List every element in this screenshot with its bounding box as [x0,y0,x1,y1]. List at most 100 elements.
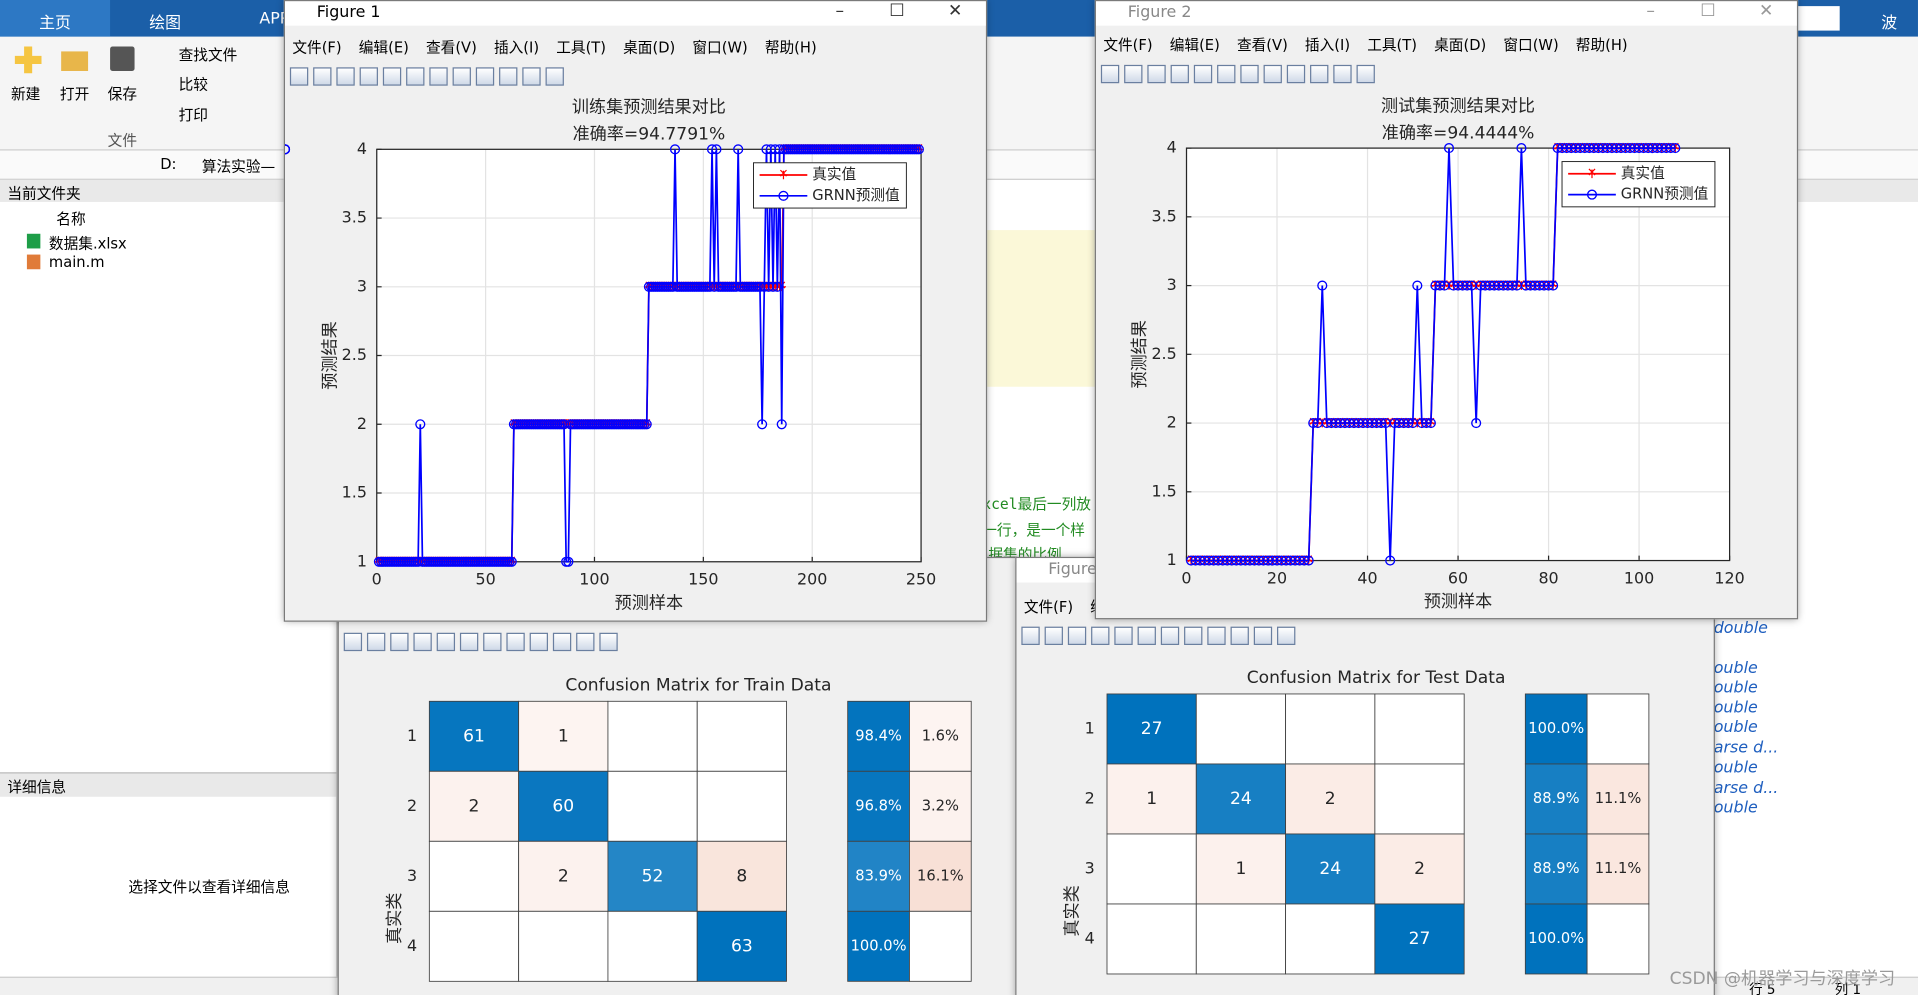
tool-button[interactable] [1067,626,1087,645]
tool-button[interactable] [552,632,572,651]
tool-button[interactable] [1160,626,1180,645]
tool-button[interactable] [289,66,309,86]
icon-open[interactable] [61,51,89,71]
tool-button[interactable] [1100,64,1120,83]
tool-button[interactable] [336,66,355,86]
tool-button[interactable] [499,66,518,86]
tool-button[interactable] [406,66,425,86]
menu-item[interactable]: 帮助(H) [1575,36,1628,54]
tool-button[interactable] [1277,626,1296,645]
tool-button[interactable] [1091,626,1110,645]
tool-button[interactable] [1114,626,1133,645]
tool-button[interactable] [313,66,332,86]
menu-item[interactable]: 工具(T) [1367,36,1417,54]
menu-item[interactable]: 文件(F) [1103,36,1153,54]
tool-button[interactable] [1286,64,1306,83]
minimize[interactable]: – [1646,1,1655,21]
user[interactable]: 波 [1881,14,1898,34]
menu-item[interactable]: 文件(F) [1023,598,1074,616]
tool-button[interactable] [1356,64,1375,83]
menu-item[interactable]: 桌面(D) [623,39,676,57]
tool-button[interactable] [1333,64,1352,83]
details-text: 选择文件以查看详细信息 [128,878,290,896]
menu-item[interactable]: 查看(V) [425,39,477,57]
menu-item[interactable]: 窗口(W) [1503,36,1559,54]
close[interactable]: ✕ [947,1,963,21]
tool-button[interactable] [382,66,402,86]
tool-button[interactable] [529,632,548,651]
tool-button[interactable] [545,66,564,86]
file[interactable]: main.m [48,253,105,271]
file[interactable]: 数据集.xlsx [48,234,127,253]
tab[interactable]: APP [259,9,290,29]
path-part[interactable]: 算法实验— [201,157,276,176]
tool-button[interactable] [522,66,541,86]
menu-item[interactable]: 查看(V) [1236,36,1288,54]
tool-button[interactable] [1170,64,1189,83]
menu-item[interactable]: 窗口(W) [692,39,748,57]
search-box[interactable] [1798,6,1840,31]
tool-button[interactable] [506,632,525,651]
menu-item[interactable]: 插入(I) [1304,36,1351,54]
legend-label[interactable]: 真实值 [1621,164,1665,182]
tool-button[interactable] [390,632,409,651]
cell [696,840,787,912]
tool-button[interactable] [576,632,595,651]
menu-item[interactable]: 编辑(E) [1169,36,1220,54]
tool-button[interactable] [1263,64,1282,83]
menu-item[interactable]: 文件(F) [292,39,342,57]
tool-button[interactable] [459,632,479,651]
point [506,556,517,567]
minimize[interactable]: – [835,1,845,21]
tool-button[interactable] [475,66,495,86]
maximize[interactable]: ☐ [1700,1,1716,21]
icon-save[interactable] [110,46,135,71]
tool-button[interactable] [1044,626,1063,645]
tool-button[interactable] [1021,626,1040,645]
tool-button[interactable] [1184,626,1203,645]
tool-button[interactable] [1207,626,1226,645]
menu-item[interactable]: 帮助(H) [764,39,817,57]
menu-item[interactable]: 编辑(E) [358,39,409,57]
tool-button[interactable] [1137,626,1156,645]
menu-item[interactable]: 工具(T) [556,39,606,57]
tool-button[interactable] [1253,626,1273,645]
tool-button[interactable] [359,66,378,86]
tool-button[interactable] [1147,64,1166,83]
menu-item[interactable]: 桌面(D) [1434,36,1487,54]
tool-button[interactable] [1230,626,1249,645]
tool-button[interactable] [599,632,618,651]
tool-button[interactable] [1124,64,1143,83]
tool-button[interactable] [1240,64,1259,83]
tool-label[interactable]: 新建 [11,85,41,103]
tool-button[interactable] [429,66,448,86]
y-tick-label: 1 [357,551,367,570]
tool-button[interactable] [452,66,471,86]
column-header[interactable]: 名称 [56,210,86,228]
tab[interactable]: 主页 [39,14,71,34]
tool-label[interactable]: 保存 [107,85,138,103]
tool-button[interactable] [436,632,456,651]
tool-label[interactable]: 打印 [178,106,208,124]
legend-label[interactable]: GRNN预测值 [1621,186,1709,203]
tool-label[interactable]: 查找文件 [178,46,238,64]
tab[interactable]: 绘图 [149,14,182,34]
tool-button[interactable] [1193,64,1213,83]
tool-button[interactable] [343,632,363,651]
tool-button[interactable] [366,632,386,651]
legend-label[interactable]: 真实值 [812,165,856,183]
tool-button[interactable] [1217,64,1236,83]
point [711,144,722,155]
tool-label[interactable]: 打开 [59,85,90,103]
cell [696,910,787,982]
tool-label[interactable]: 比较 [178,75,208,94]
legend-label[interactable]: GRNN预测值 [812,187,900,204]
tool-button[interactable] [1310,64,1329,83]
close[interactable]: ✕ [1758,1,1774,21]
path-part[interactable]: D: [160,155,177,173]
menu-item[interactable]: 插入(I) [493,39,540,57]
maximize[interactable]: ☐ [889,1,905,21]
tool-button[interactable] [483,632,502,651]
tool-button[interactable] [413,632,432,651]
